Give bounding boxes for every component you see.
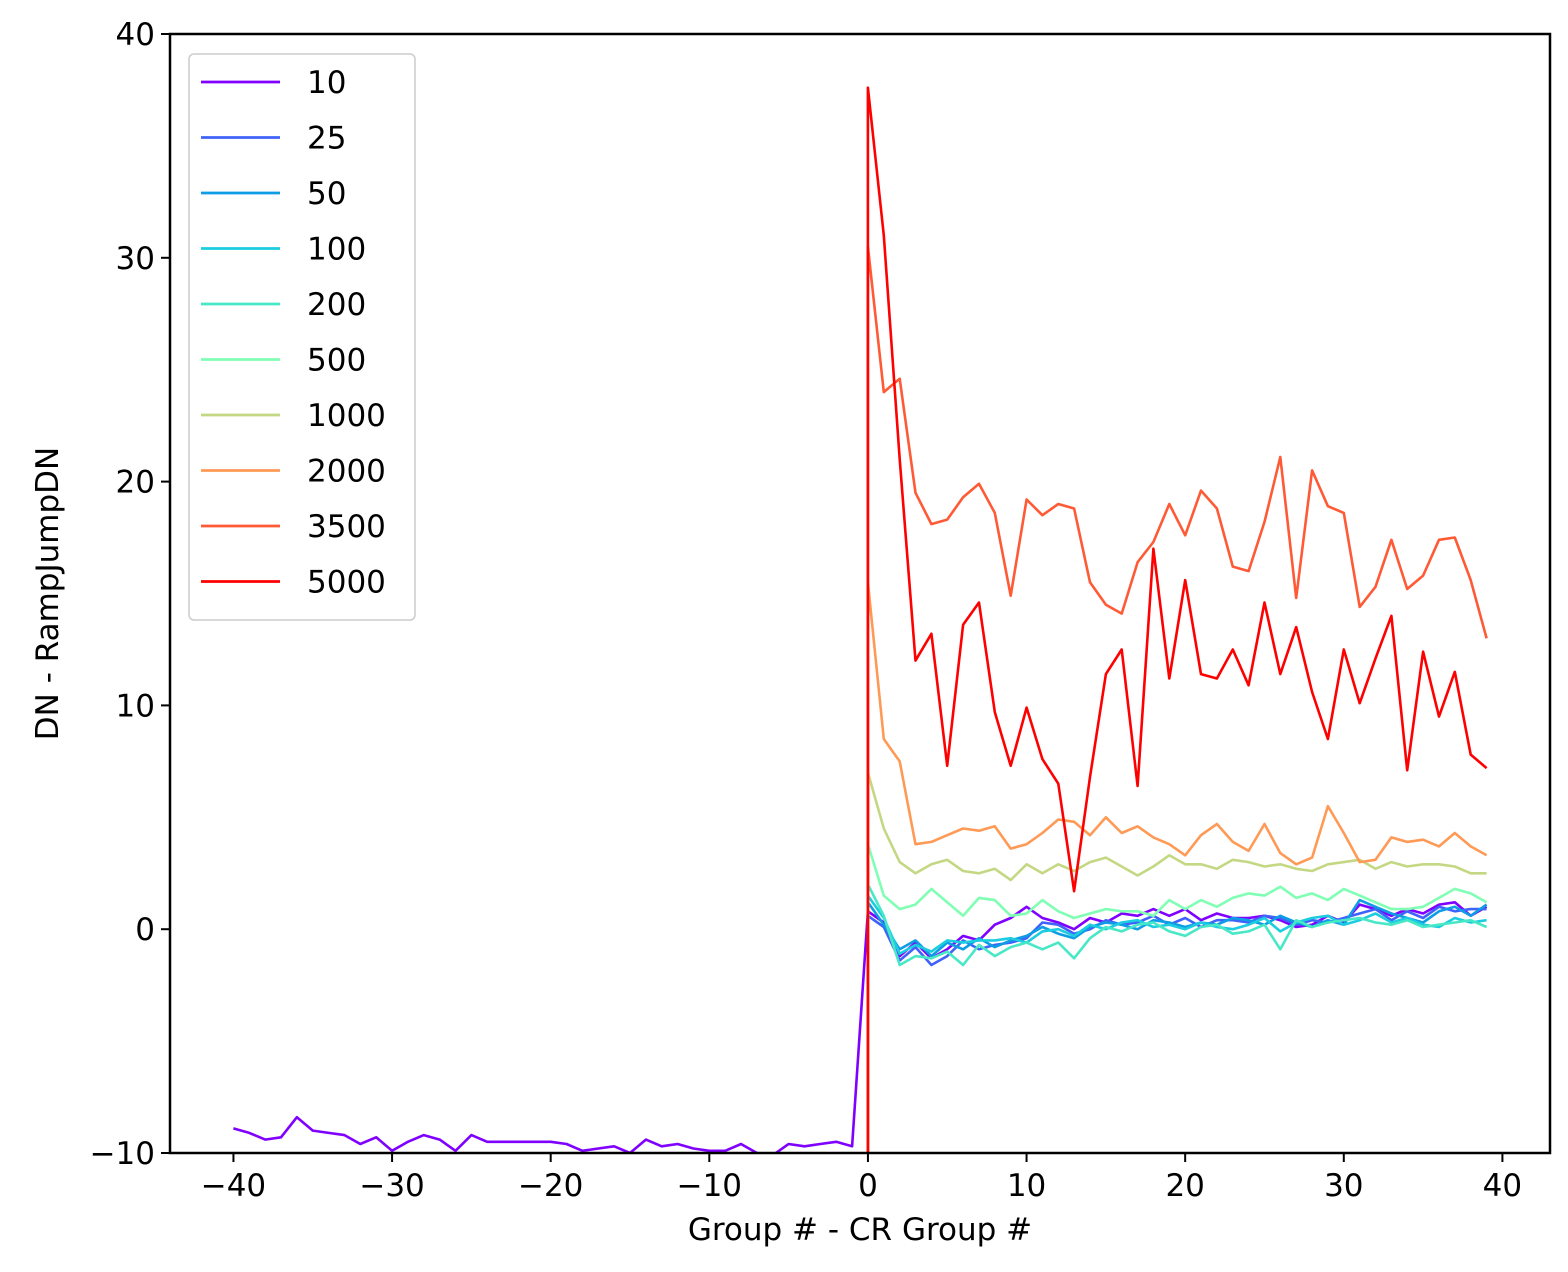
x-tick-label: 0	[858, 1168, 878, 1204]
plot-area-frame	[168, 32, 1552, 1155]
x-tick-label: 20	[1165, 1168, 1204, 1204]
legend-box	[188, 53, 416, 621]
legend-label-500: 500	[307, 343, 366, 379]
series-layer	[233, 86, 1488, 1153]
x-tick-label: −10	[677, 1168, 742, 1204]
legend-label-1000: 1000	[307, 398, 386, 434]
series-line-2000	[866, 580, 1488, 1153]
x-axis-label: Group # - CR Group #	[688, 1212, 1032, 1248]
series-line-1000	[866, 771, 1487, 1153]
x-tick-label: 10	[1007, 1168, 1046, 1204]
y-tick-label: −10	[90, 1136, 155, 1172]
legend-label-5000: 5000	[307, 565, 386, 601]
y-tick-label: 30	[116, 241, 155, 277]
y-tick-label: 10	[116, 688, 155, 724]
legend-label-200: 200	[307, 287, 366, 323]
x-tick-label: −20	[518, 1168, 583, 1204]
y-tick-label: 0	[135, 912, 155, 948]
legend-label-25: 25	[307, 121, 346, 157]
series-line-3500	[866, 245, 1488, 1153]
x-tick-label: −40	[201, 1168, 266, 1204]
legend-label-10: 10	[307, 65, 346, 101]
series-line-50	[866, 898, 1488, 1153]
legend-label-3500: 3500	[307, 509, 386, 545]
legend-label-2000: 2000	[307, 454, 386, 490]
series-line-25	[866, 905, 1487, 1153]
y-tick-label: 20	[116, 465, 155, 501]
y-axis-label: DN - RampJumpDN	[30, 447, 66, 740]
y-tick-label: 40	[116, 17, 155, 53]
series-line-10	[233, 900, 1488, 1153]
x-tick-label: −30	[359, 1168, 424, 1204]
x-tick-label: 40	[1483, 1168, 1522, 1204]
x-tick-label: 30	[1324, 1168, 1363, 1204]
series-line-200	[866, 883, 1488, 1153]
axis-ticks: −40 −30 −20 −10 0 10 20 30 40 −10 0 10 20 30 40	[90, 17, 1523, 1204]
legend: 10 25 50 100 200 500 1000 2000 3500 5000	[188, 53, 416, 621]
series-line-100	[866, 894, 1487, 1153]
legend-label-100: 100	[307, 232, 366, 268]
series-line-500	[866, 842, 1488, 1153]
legend-label-50: 50	[307, 176, 346, 212]
series-line-5000	[866, 86, 1488, 1153]
